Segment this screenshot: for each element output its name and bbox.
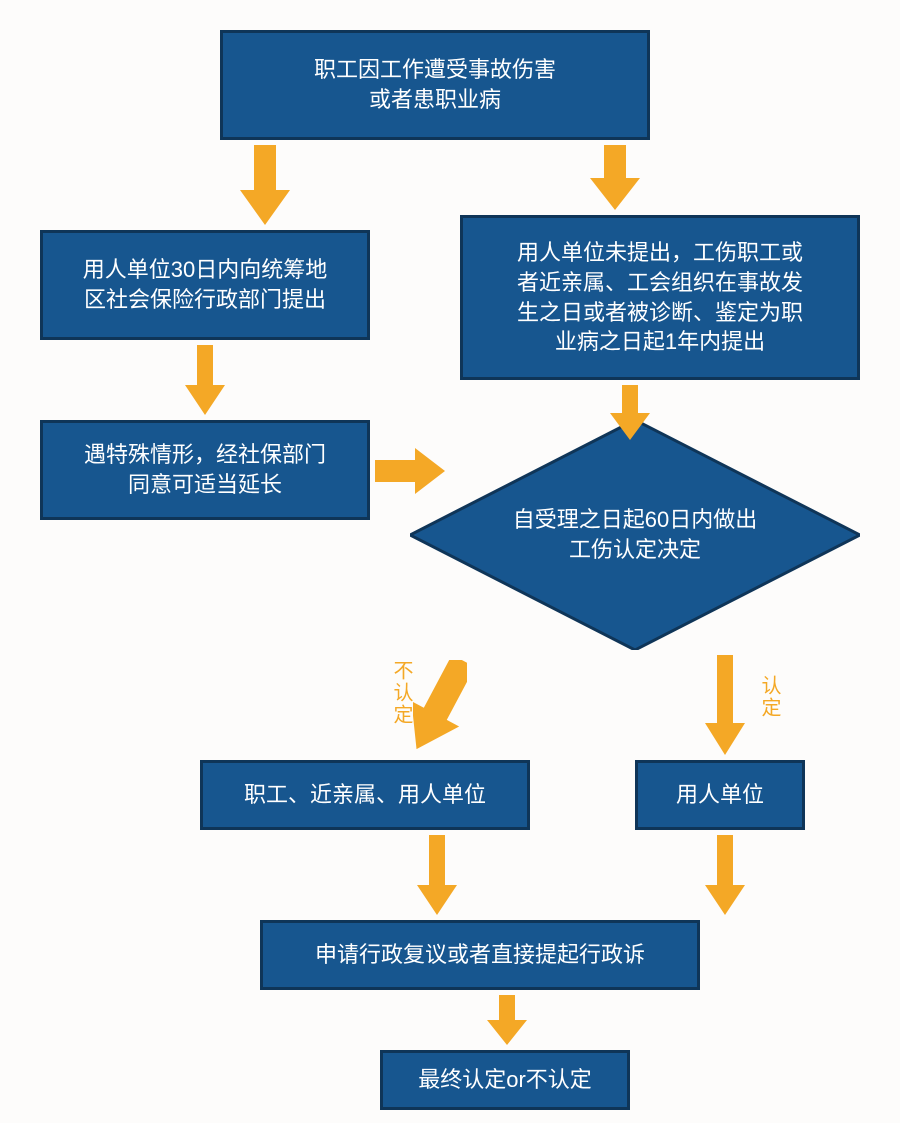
edge-label-approved-text: 认定 [758,675,780,719]
arrow-icon [705,835,745,915]
node-approved-party-text: 用人单位 [676,780,764,810]
node-final: 最终认定or不认定 [380,1050,630,1110]
arrow-icon [240,145,290,225]
arrow-icon [417,835,457,915]
edge-label-not-approved-text: 不认定 [390,660,412,726]
node-review: 申请行政复议或者直接提起行政诉 [260,920,700,990]
arrow-icon [487,995,527,1045]
edge-label-not-approved: 不认定 [387,660,416,726]
node-employer-submit: 用人单位30日内向统筹地区社会保险行政部门提出 [40,230,370,340]
arrow-icon [705,655,745,755]
node-decision-text: 自受理之日起60日内做出工伤认定决定 [513,505,757,564]
node-start: 职工因工作遭受事故伤害或者患职业病 [220,30,650,140]
arrow-icon [375,448,445,494]
flowchart-canvas: 职工因工作遭受事故伤害或者患职业病 用人单位30日内向统筹地区社会保险行政部门提… [0,0,900,1123]
node-extend: 遇特殊情形，经社保部门同意可适当延长 [40,420,370,520]
node-worker-submit: 用人单位未提出，工伤职工或者近亲属、工会组织在事故发生之日或者被诊断、鉴定为职业… [460,215,860,380]
node-not-approved-party: 职工、近亲属、用人单位 [200,760,530,830]
node-extend-text: 遇特殊情形，经社保部门同意可适当延长 [84,440,326,499]
node-employer-submit-text: 用人单位30日内向统筹地区社会保险行政部门提出 [83,255,327,314]
node-decision: 自受理之日起60日内做出工伤认定决定 [410,420,860,650]
node-worker-submit-text: 用人单位未提出，工伤职工或者近亲属、工会组织在事故发生之日或者被诊断、鉴定为职业… [517,238,803,357]
node-start-text: 职工因工作遭受事故伤害或者患职业病 [314,55,556,114]
arrow-icon [610,385,650,440]
node-review-text: 申请行政复议或者直接提起行政诉 [315,940,645,970]
node-not-approved-party-text: 职工、近亲属、用人单位 [244,780,486,810]
node-approved-party: 用人单位 [635,760,805,830]
node-final-text: 最终认定or不认定 [418,1065,592,1095]
edge-label-approved: 认定 [755,675,784,719]
arrow-icon [413,660,467,750]
arrow-icon [185,345,225,415]
arrow-icon [590,145,640,210]
